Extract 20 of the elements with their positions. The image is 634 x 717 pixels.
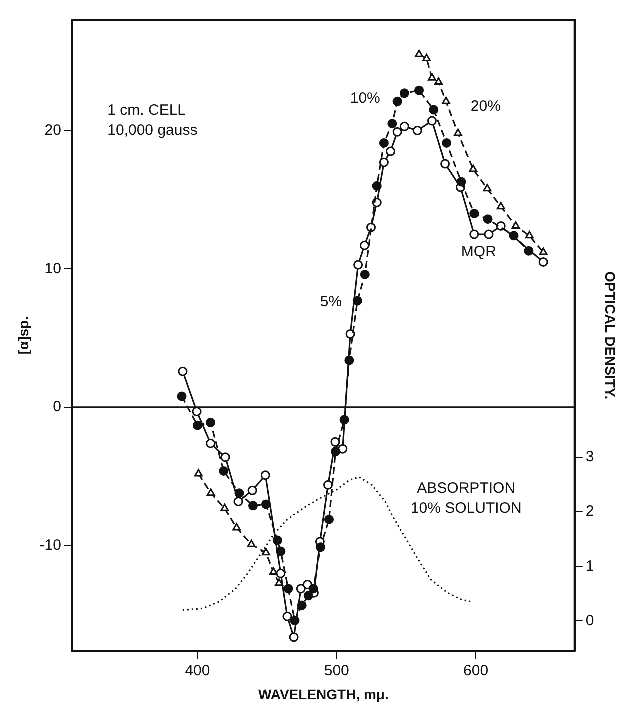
x-axis-title: WAVELENGTH, mμ. <box>258 686 389 702</box>
x-tick-label: 500 <box>324 662 350 680</box>
y-tick-label: 20 <box>44 122 62 139</box>
x-tick-label: 400 <box>185 662 210 680</box>
annotation: MQR <box>461 243 497 260</box>
annotation: ABSORPTION 10% SOLUTION <box>410 480 522 518</box>
y2-tick-label: 2 <box>586 503 594 520</box>
y2-axis-title: OPTICAL DENSITY. <box>602 272 619 400</box>
y-tick-label: -10 <box>40 537 62 554</box>
x-tick-label: 600 <box>464 662 489 680</box>
annotation: 1 cm. CELL 10,000 gauss <box>108 102 198 140</box>
series-label: 10% <box>350 90 380 108</box>
series-label: 5% <box>320 293 342 310</box>
series-label: 20% <box>470 98 501 116</box>
y2-tick-label: 0 <box>586 612 594 630</box>
y-axis-title: [α]sp. <box>15 316 32 355</box>
y2-tick-label: 1 <box>586 558 594 575</box>
y2-tick-label: 3 <box>586 448 594 466</box>
y-tick-label: 0 <box>53 398 62 416</box>
y-tick-label: 10 <box>44 260 62 278</box>
